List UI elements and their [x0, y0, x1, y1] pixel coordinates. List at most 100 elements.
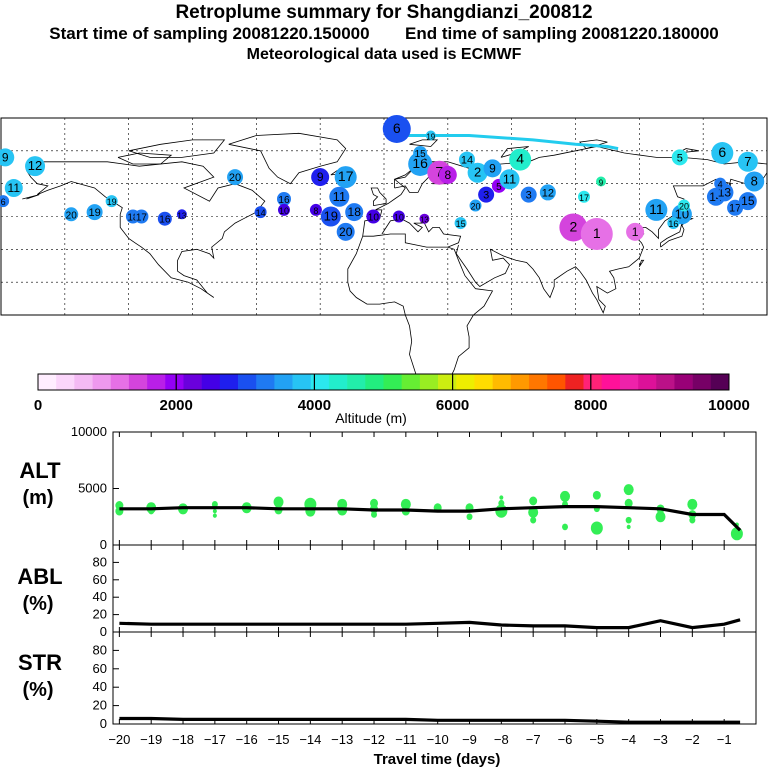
series-line: [119, 716, 741, 724]
plume-marker: 3: [520, 186, 537, 203]
plume-marker-label: 17: [729, 203, 741, 215]
plume-marker-label: 5: [677, 152, 683, 164]
panel-alt: 0 5000 10000 ALT (m): [19, 424, 757, 552]
colorbar-swatch: [38, 374, 57, 390]
plume-marker-dot: [25, 156, 46, 177]
plume-marker: 9: [596, 176, 607, 187]
plume-marker-dot: [469, 199, 482, 212]
plume-marker-dot: [311, 168, 330, 187]
plume-marker-label: 3: [483, 190, 489, 202]
plume-marker-label: 3: [526, 190, 532, 202]
colorbar-swatch: [674, 374, 693, 390]
plume-marker-label: 20: [679, 202, 689, 212]
altitude-point: [211, 501, 218, 508]
plume-marker-dot: [667, 217, 680, 230]
colorbar-swatch: [547, 374, 566, 390]
colorbar-swatch: [401, 374, 421, 390]
colorbar-swatch: [147, 374, 166, 390]
plume-marker-label: 10: [368, 213, 380, 224]
panel-abl: 0 20 40 60 80 ABL (%): [17, 544, 757, 639]
colorbar-swatch: [165, 374, 184, 390]
altitude-point: [528, 506, 539, 518]
x-tick-label: −3: [653, 732, 668, 747]
plume-marker-dot: [392, 210, 405, 223]
colorbar-tick-label: 6000: [436, 397, 469, 414]
plume-marker: 1: [626, 222, 645, 241]
plume-marker: 15: [413, 146, 428, 161]
plume-marker-dot: [4, 179, 23, 198]
x-tick-label: −16: [236, 732, 258, 747]
plume-marker-dot: [478, 186, 495, 203]
plume-marker-dot: [738, 192, 757, 211]
plume-marker-dot: [578, 190, 591, 203]
colorbar-swatch: [528, 374, 548, 390]
plume-marker-label: 15: [456, 219, 466, 229]
plume-marker-dot: [626, 222, 645, 241]
plume-marker-label: 19: [426, 133, 435, 142]
altitude-point: [212, 513, 217, 518]
y-tick-label: 0: [100, 537, 107, 552]
y-tick-label: 40: [93, 679, 107, 694]
plume-marker-label: 2: [569, 218, 577, 234]
plume-track: [405, 134, 619, 151]
series-line: [119, 505, 742, 532]
colorbar-swatch: [201, 374, 221, 390]
colorbar-swatch: [565, 374, 584, 390]
plume-marker: 19: [320, 206, 341, 227]
colorbar-swatch: [274, 374, 293, 390]
colorbar-swatch: [638, 374, 657, 390]
plume-marker-dot: [336, 222, 355, 241]
plume-marker: 4: [714, 177, 727, 190]
plume-marker-label: 6: [393, 120, 401, 136]
coastline: [362, 218, 462, 248]
altitude-point: [655, 511, 666, 523]
plume-marker: 7: [737, 151, 758, 172]
x-axis-label: Travel time (days): [374, 751, 501, 768]
plume-marker-dot: [320, 206, 341, 227]
plume-marker-dot: [714, 177, 727, 190]
plume-marker-label: 5: [496, 182, 502, 193]
x-tick-label: −1: [717, 732, 732, 747]
plume-marker-label: 17: [338, 168, 354, 184]
plume-marker-dot: [309, 203, 322, 216]
plume-marker-label: 14: [461, 155, 473, 167]
colorbar-swatch: [347, 374, 366, 390]
plume-marker-dot: [277, 203, 290, 216]
plume-marker-dot: [438, 165, 457, 184]
colorbar-swatch: [710, 374, 730, 390]
plume-marker: 10: [366, 209, 381, 224]
plume-marker-label: 14: [256, 208, 266, 218]
panel-ylabel-unit: (%): [22, 593, 53, 615]
y-tick-label: 80: [93, 642, 107, 657]
colorbar-swatch: [328, 374, 348, 390]
plume-marker-dot: [329, 186, 350, 207]
plume-marker: 15: [454, 217, 467, 230]
plume-marker-label: 15: [415, 149, 427, 160]
coastline: [370, 187, 387, 206]
plume-marker-label: 19: [107, 197, 117, 207]
panel-str: 0 20 40 60 80 STR (%): [18, 631, 757, 731]
plume-marker: 19: [86, 204, 103, 221]
plume-marker: 11: [499, 169, 520, 190]
plume-marker-label: 16: [412, 155, 428, 171]
coastline: [409, 139, 439, 147]
plume-marker-dot: [454, 217, 467, 230]
altitude-point: [529, 496, 538, 506]
plume-marker-dot: [366, 209, 381, 224]
plume-marker-label: 12: [28, 158, 42, 173]
plume-marker-dot: [483, 159, 502, 178]
plume-marker-dot: [520, 186, 537, 203]
plume-marker-label: 4: [718, 180, 723, 190]
plume-marker-label: 1: [593, 225, 601, 241]
plume-marker: 13: [176, 209, 187, 220]
x-tick-label: −13: [331, 732, 353, 747]
plume-marker-dot: [413, 146, 428, 161]
plume-marker-label: 6: [1, 197, 6, 207]
plume-marker-dot: [671, 149, 688, 166]
plume-marker: 11: [329, 186, 350, 207]
altitude-point: [687, 498, 698, 510]
plume-marker-label: 11: [503, 171, 517, 186]
colorbar-swatch: [56, 374, 75, 390]
plume-marker-dot: [509, 148, 532, 171]
